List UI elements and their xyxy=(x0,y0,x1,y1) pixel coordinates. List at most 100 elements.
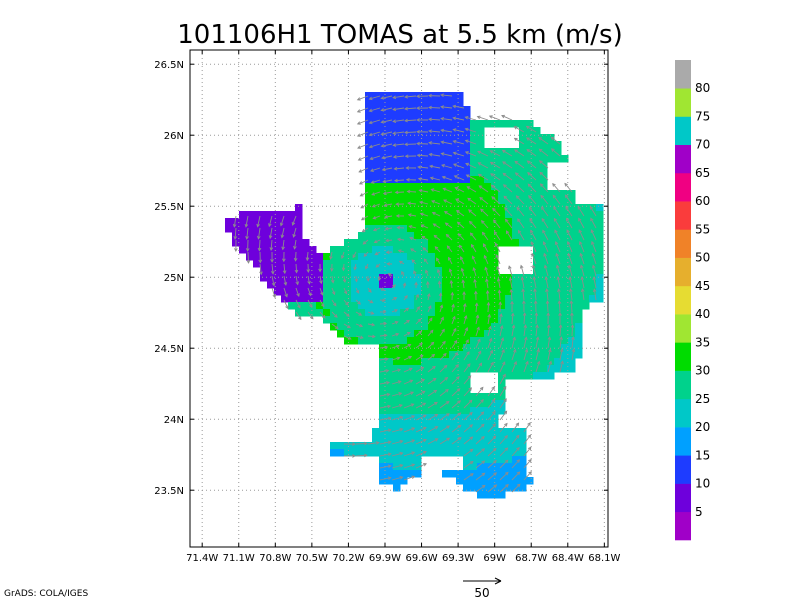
wind-speed-cell xyxy=(526,351,534,359)
wind-speed-cell xyxy=(393,316,401,324)
wind-speed-cell xyxy=(309,267,317,275)
wind-vector-head xyxy=(384,357,389,361)
wind-speed-cell xyxy=(456,393,464,401)
wind-vector-head xyxy=(394,320,399,325)
wind-speed-cell xyxy=(372,295,380,303)
wind-vector xyxy=(451,352,458,361)
wind-vector-head xyxy=(377,277,382,282)
wind-speed-cell xyxy=(372,232,380,240)
credit-text: GrADS: COLA/IGES xyxy=(4,589,88,599)
wind-speed-cell xyxy=(400,449,408,457)
wind-vector-head xyxy=(555,252,559,257)
wind-speed-cell xyxy=(309,246,317,254)
wind-vector-head xyxy=(445,233,450,238)
wind-vector-head xyxy=(463,315,468,319)
wind-vector xyxy=(475,303,478,313)
wind-vector xyxy=(415,330,422,337)
wind-vector-head xyxy=(404,118,408,123)
wind-vector xyxy=(247,251,249,264)
wind-vector-head xyxy=(505,484,509,488)
wind-speed-cell xyxy=(246,239,254,247)
wind-vector-head xyxy=(434,401,438,406)
wind-speed-cell xyxy=(274,239,282,247)
wind-speed-cell xyxy=(358,267,366,275)
wind-speed-cell xyxy=(442,274,450,282)
wind-vector-head xyxy=(404,294,408,299)
wind-vector xyxy=(543,241,549,253)
wind-speed-cell xyxy=(407,386,415,394)
wind-vector xyxy=(520,265,525,277)
wind-speed-cell xyxy=(435,295,443,303)
wind-speed-cell xyxy=(421,239,429,247)
wind-vector xyxy=(503,184,513,193)
wind-vector-head xyxy=(504,447,509,452)
wind-speed-cell xyxy=(407,456,415,464)
wind-speed-cell xyxy=(561,225,569,233)
wind-speed-cell xyxy=(491,281,499,289)
wind-speed-cell xyxy=(449,435,457,443)
wind-vector xyxy=(463,399,473,409)
wind-speed-cell xyxy=(295,281,303,289)
wind-speed-cell xyxy=(379,134,387,142)
wind-speed-cell xyxy=(435,421,443,429)
wind-speed-cell xyxy=(309,253,317,261)
wind-vector xyxy=(391,333,399,337)
wind-vector xyxy=(523,349,528,361)
wind-vector xyxy=(270,239,273,251)
wind-speed-cell xyxy=(365,253,373,261)
wind-speed-cell xyxy=(393,106,401,114)
wind-speed-cell xyxy=(386,358,394,366)
wind-speed-cell xyxy=(379,456,387,464)
wind-speed-cell xyxy=(379,288,387,296)
wind-speed-cell xyxy=(393,267,401,275)
wind-vector-head xyxy=(419,354,424,359)
wind-speed-cell xyxy=(491,400,499,408)
wind-speed-cell xyxy=(386,274,394,282)
wind-speed-cell xyxy=(435,162,443,170)
wind-speed-cell xyxy=(435,260,443,268)
wind-speed-cell xyxy=(372,106,380,114)
wind-speed-cell xyxy=(421,407,429,415)
wind-speed-cell xyxy=(365,288,373,296)
wind-vector-head xyxy=(291,221,296,226)
wind-vector-head xyxy=(524,336,528,341)
wind-vector-head xyxy=(589,205,594,210)
wind-vector-head xyxy=(468,209,472,213)
wind-speed-cell xyxy=(463,232,471,240)
wind-speed-cell xyxy=(561,246,569,254)
wind-speed-cell xyxy=(344,330,352,338)
wind-speed-cell xyxy=(512,302,520,310)
wind-speed-cell xyxy=(379,400,387,408)
wind-speed-cell xyxy=(267,274,275,282)
wind-speed-cell xyxy=(477,204,485,212)
wind-speed-cell xyxy=(470,344,478,352)
wind-vector xyxy=(579,241,585,253)
wind-vector-head xyxy=(368,96,373,101)
wind-speed-cell xyxy=(386,393,394,401)
wind-vector xyxy=(382,167,393,171)
wind-speed-cell xyxy=(386,162,394,170)
wind-vector-head xyxy=(522,300,526,304)
wind-speed-cell xyxy=(463,169,471,177)
wind-vector-head xyxy=(420,224,425,228)
wind-speed-cell xyxy=(358,239,366,247)
wind-vector-head xyxy=(281,246,285,251)
wind-speed-cell xyxy=(414,358,422,366)
wind-vector xyxy=(415,355,424,361)
wind-vector xyxy=(245,215,249,227)
wind-vector-head xyxy=(368,289,372,293)
wind-speed-cell xyxy=(281,225,289,233)
wind-speed-cell xyxy=(253,239,261,247)
wind-speed-cell xyxy=(288,253,296,261)
wind-vector-head xyxy=(569,300,574,304)
wind-vector-head xyxy=(469,411,473,416)
wind-vector-head xyxy=(469,424,474,428)
wind-vector-head xyxy=(476,115,481,120)
wind-speed-cell xyxy=(330,260,338,268)
wind-speed-cell xyxy=(456,442,464,450)
wind-speed-cell xyxy=(386,176,394,184)
wind-speed-cell xyxy=(372,253,380,261)
wind-vector-head xyxy=(536,348,540,353)
wind-speed-cell xyxy=(260,211,268,219)
wind-speed-cell xyxy=(281,281,289,289)
